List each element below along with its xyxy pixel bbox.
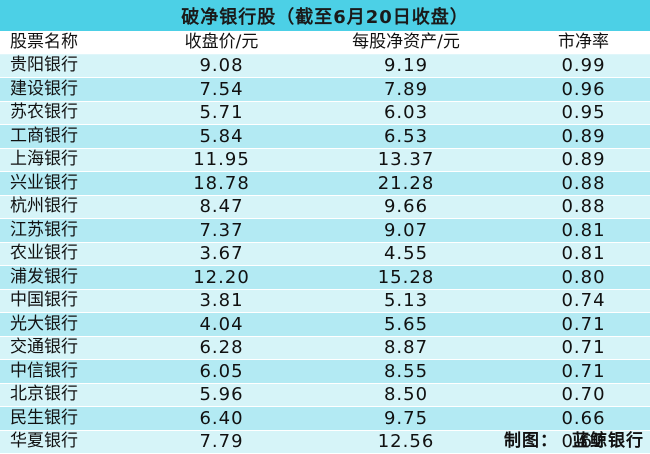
cell-stock-name: 建设银行	[0, 77, 148, 102]
cell-pb-ratio: 0.70	[517, 383, 650, 407]
table-row: 北京银行 5.96 8.50 0.70	[0, 383, 650, 407]
cell-pb-ratio: 0.74	[517, 289, 650, 313]
cell-close-price: 4.04	[148, 312, 295, 337]
cell-pb-ratio: 0.71	[517, 336, 650, 360]
cell-stock-name: 贵阳银行	[0, 54, 148, 78]
cell-pb-ratio: 0.71	[517, 359, 650, 384]
cell-pb-ratio: 0.88	[517, 171, 650, 196]
cell-net-asset-per-share: 6.53	[295, 124, 517, 149]
table-body: 贵阳银行 9.08 9.19 0.99 建设银行 7.54 7.89 0.96 苏农银行 5.71…	[0, 54, 650, 454]
cell-net-asset-per-share: 12.56	[295, 430, 517, 454]
cell-close-price: 5.96	[148, 383, 295, 407]
table-row: 浦发银行 12.20 15.28 0.80	[0, 265, 650, 290]
cell-stock-name: 华夏银行	[0, 430, 148, 454]
table-row: 中信银行 6.05 8.55 0.71	[0, 359, 650, 384]
table-row: 建设银行 7.54 7.89 0.96	[0, 77, 650, 102]
credit-source: 蓝鲸银行	[572, 430, 644, 451]
cell-net-asset-per-share: 9.75	[295, 406, 517, 431]
cell-stock-name: 浦发银行	[0, 265, 148, 290]
cell-close-price: 7.37	[148, 218, 295, 243]
cell-pb-ratio: 0.96	[517, 77, 650, 102]
cell-stock-name: 兴业银行	[0, 171, 148, 196]
cell-pb-ratio: 0.89	[517, 148, 650, 172]
table-row: 上海银行 11.95 13.37 0.89	[0, 148, 650, 172]
header-close-price: 收盘价/元	[148, 31, 295, 55]
cell-stock-name: 民生银行	[0, 406, 148, 431]
cell-close-price: 11.95	[148, 148, 295, 172]
table-row: 民生银行 6.40 9.75 0.66	[0, 406, 650, 431]
cell-close-price: 3.67	[148, 242, 295, 266]
cell-close-price: 6.40	[148, 406, 295, 431]
cell-close-price: 12.20	[148, 265, 295, 290]
header-stock-name: 股票名称	[0, 31, 148, 55]
cell-pb-ratio: 0.99	[517, 54, 650, 78]
cell-pb-ratio: 0.80	[517, 265, 650, 290]
cell-net-asset-per-share: 8.55	[295, 359, 517, 384]
cell-pb-ratio: 0.89	[517, 124, 650, 149]
table-row: 华夏银行 7.79 12.56 0.62	[0, 430, 650, 454]
cell-pb-ratio: 0.71	[517, 312, 650, 337]
cell-close-price: 7.79	[148, 430, 295, 454]
cell-stock-name: 交通银行	[0, 336, 148, 360]
cell-close-price: 9.08	[148, 54, 295, 78]
table-row: 江苏银行 7.37 9.07 0.81	[0, 218, 650, 243]
cell-stock-name: 光大银行	[0, 312, 148, 337]
cell-net-asset-per-share: 5.13	[295, 289, 517, 313]
table-row: 杭州银行 8.47 9.66 0.88	[0, 195, 650, 219]
cell-close-price: 8.47	[148, 195, 295, 219]
cell-stock-name: 北京银行	[0, 383, 148, 407]
cell-net-asset-per-share: 9.66	[295, 195, 517, 219]
cell-stock-name: 中信银行	[0, 359, 148, 384]
chart-credit: 制图： 蓝鲸银行	[504, 425, 644, 451]
cell-stock-name: 苏农银行	[0, 101, 148, 125]
header-row: 股票名称 收盘价/元 每股净资产/元 市净率	[0, 31, 650, 55]
table-row: 工商银行 5.84 6.53 0.89	[0, 124, 650, 149]
cell-stock-name: 农业银行	[0, 242, 148, 266]
header-pb-ratio: 市净率	[517, 31, 650, 55]
cell-net-asset-per-share: 9.07	[295, 218, 517, 243]
cell-pb-ratio: 0.62	[517, 430, 650, 454]
table-row: 交通银行 6.28 8.87 0.71	[0, 336, 650, 360]
cell-net-asset-per-share: 7.89	[295, 77, 517, 102]
cell-pb-ratio: 0.66	[517, 406, 650, 431]
table-row: 农业银行 3.67 4.55 0.81	[0, 242, 650, 266]
table-row: 中国银行 3.81 5.13 0.74	[0, 289, 650, 313]
cell-net-asset-per-share: 5.65	[295, 312, 517, 337]
cell-stock-name: 杭州银行	[0, 195, 148, 219]
cell-close-price: 18.78	[148, 171, 295, 196]
cell-stock-name: 工商银行	[0, 124, 148, 149]
cell-pb-ratio: 0.88	[517, 195, 650, 219]
cell-stock-name: 中国银行	[0, 289, 148, 313]
cell-net-asset-per-share: 21.28	[295, 171, 517, 196]
cell-close-price: 7.54	[148, 77, 295, 102]
cell-close-price: 5.71	[148, 101, 295, 125]
cell-close-price: 6.28	[148, 336, 295, 360]
table-row: 兴业银行 18.78 21.28 0.88	[0, 171, 650, 196]
credit-label: 制图：	[504, 430, 558, 451]
cell-net-asset-per-share: 4.55	[295, 242, 517, 266]
cell-close-price: 5.84	[148, 124, 295, 149]
cell-stock-name: 上海银行	[0, 148, 148, 172]
cell-net-asset-per-share: 13.37	[295, 148, 517, 172]
table-row: 苏农银行 5.71 6.03 0.95	[0, 101, 650, 125]
cell-pb-ratio: 0.81	[517, 242, 650, 266]
cell-stock-name: 江苏银行	[0, 218, 148, 243]
cell-net-asset-per-share: 15.28	[295, 265, 517, 290]
bank-pb-table: 股票名称 收盘价/元 每股净资产/元 市净率 贵阳银行 9.08 9.19 0.99 建…	[0, 31, 650, 454]
table-row: 光大银行 4.04 5.65 0.71	[0, 312, 650, 337]
cell-pb-ratio: 0.81	[517, 218, 650, 243]
header-net-asset-per-share: 每股净资产/元	[295, 31, 517, 55]
cell-net-asset-per-share: 8.87	[295, 336, 517, 360]
cell-net-asset-per-share: 9.19	[295, 54, 517, 78]
cell-close-price: 3.81	[148, 289, 295, 313]
cell-net-asset-per-share: 8.50	[295, 383, 517, 407]
cell-close-price: 6.05	[148, 359, 295, 384]
table-title: 破净银行股（截至6月20日收盘）	[0, 0, 650, 31]
cell-pb-ratio: 0.95	[517, 101, 650, 125]
table-row: 贵阳银行 9.08 9.19 0.99	[0, 54, 650, 78]
cell-net-asset-per-share: 6.03	[295, 101, 517, 125]
